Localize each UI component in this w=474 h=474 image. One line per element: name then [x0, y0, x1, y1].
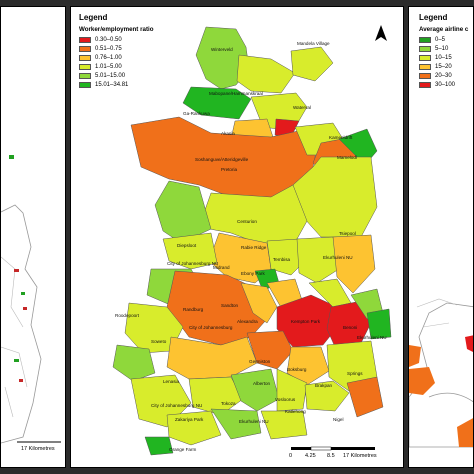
left-scale-label: 17 Kilometres: [21, 446, 55, 452]
place-label: Tokoza: [221, 401, 236, 406]
place-label: Alberton: [253, 381, 271, 386]
legend-label: 0.76–1.00: [95, 55, 122, 61]
legend-label: 15–20: [435, 64, 452, 70]
place-label: Alexandra: [237, 319, 258, 324]
place-label: City of Johannesburg: [189, 325, 233, 330]
place-label: Boksburg: [287, 367, 307, 372]
right-legend-subtitle: Average airline c: [419, 26, 469, 33]
municipality-map: [112, 25, 392, 456]
place-label: City of Johannesburg NU: [151, 403, 203, 408]
scale-tick-1: 4.25: [305, 453, 316, 459]
legend-swatch: [79, 64, 91, 70]
legend-swatch: [419, 73, 431, 79]
legend-swatch: [419, 64, 431, 70]
place-label: Katlehong: [285, 409, 306, 414]
scale-tick-2: 8.5: [327, 453, 335, 459]
legend-item: 1.01–5.00: [79, 64, 122, 71]
legend-item: 20–30: [419, 73, 452, 80]
legend-label: 5–10: [435, 46, 449, 52]
right-legend-title: Legend: [419, 13, 448, 22]
place-label: Nigel: [333, 417, 344, 422]
legend-item: 0.76–1.00: [79, 55, 122, 62]
place-label: Soshanguve/Atteridgeville: [195, 157, 249, 162]
place-label: Germiston: [249, 359, 271, 364]
right-map: [409, 298, 473, 448]
legend-item: 15–20: [419, 64, 452, 71]
legend-swatch: [419, 82, 431, 88]
right-map-panel: Legend Average airline c 0–5 5–10 10–15 15–…: [408, 6, 474, 468]
place-label: Soweto: [151, 339, 167, 344]
place-label: Tembisa: [273, 257, 291, 262]
place-label: Akasia: [221, 131, 235, 136]
legend-swatch: [79, 82, 91, 88]
place-label: Pretoria: [221, 167, 238, 172]
place-label: Benoni: [343, 325, 358, 330]
place-label: Roodepoort: [115, 313, 140, 318]
legend-item: 5.01–15.00: [79, 73, 125, 80]
place-label: Mandela Village: [297, 41, 330, 46]
legend-label: 5.01–15.00: [95, 73, 126, 79]
place-label: Kempton Park: [291, 319, 321, 324]
legend-item: 10–15: [419, 55, 452, 62]
legend-swatch: [419, 37, 431, 43]
place-label: Ekurhuleni NU: [239, 419, 269, 424]
legend-item: 5–10: [419, 46, 448, 53]
north-arrow-icon: [375, 25, 387, 41]
legend-label: 30–100: [435, 82, 456, 88]
place-label: Ga-Rankuwa: [183, 111, 210, 116]
place-label: Randburg: [183, 307, 204, 312]
place-label: Vosloorus: [275, 397, 296, 402]
legend-label: 0.30–0.50: [95, 37, 122, 43]
scale-tick-3: 17 Kilometres: [343, 453, 377, 459]
legend-item: 30–100: [419, 82, 455, 89]
legend-title: Legend: [79, 13, 108, 22]
legend-swatch: [79, 37, 91, 43]
place-label: Midrand: [213, 265, 230, 270]
legend-item: 15.01–34.81: [79, 82, 128, 89]
middle-map-panel: Legend Worker/employment ratio 0.30–0.50…: [70, 6, 404, 468]
scale-tick-0: 0: [289, 453, 293, 459]
left-map-outline: [1, 155, 61, 444]
legend-label: 0.51–0.75: [95, 46, 122, 52]
legend-label: 0–5: [435, 37, 446, 43]
place-label: Ekurhuleni NU: [357, 335, 387, 340]
legend-swatch: [419, 55, 431, 61]
place-label: Zakariya Park: [175, 417, 204, 422]
place-label: Centurion: [237, 219, 257, 224]
place-label: Brakpan: [315, 383, 333, 388]
place-label: City of Johannesburg NU: [167, 261, 219, 266]
legend-swatch: [79, 46, 91, 52]
place-label: Waterval: [293, 105, 311, 110]
place-label: Sandton: [221, 303, 239, 308]
legend-label: 15.01–34.81: [95, 82, 129, 88]
place-label: Diepsloot: [177, 243, 197, 248]
legend-swatch: [419, 46, 431, 52]
place-label: Mabopane/Hammanskraal: [209, 91, 263, 96]
place-label: Springs: [347, 371, 363, 376]
place-label: Tsiepool: [339, 231, 356, 236]
legend-swatch: [79, 73, 91, 79]
legend-item: 0–5: [419, 37, 445, 44]
place-label: Ekurhuleni NU: [323, 255, 353, 260]
legend-subtitle: Worker/employment ratio: [79, 26, 154, 33]
place-label: Orange Farm: [169, 447, 197, 452]
left-map-panel: 17 Kilometres: [0, 6, 66, 468]
legend-item: 0.51–0.75: [79, 46, 122, 53]
legend-label: 10–15: [435, 55, 452, 61]
place-label: Winterveld: [211, 47, 233, 52]
place-label: Rabie Ridge: [241, 245, 267, 250]
place-label: Mamelodi: [337, 155, 357, 160]
place-label: Lenasia: [163, 379, 180, 384]
place-label: Ebony Park: [241, 271, 265, 276]
legend-label: 20–30: [435, 73, 452, 79]
place-label: Kameeldrift: [329, 135, 353, 140]
legend-item: 0.30–0.50: [79, 37, 122, 44]
legend-label: 1.01–5.00: [95, 64, 122, 70]
left-map-marker: [9, 155, 14, 159]
legend-swatch: [79, 55, 91, 61]
